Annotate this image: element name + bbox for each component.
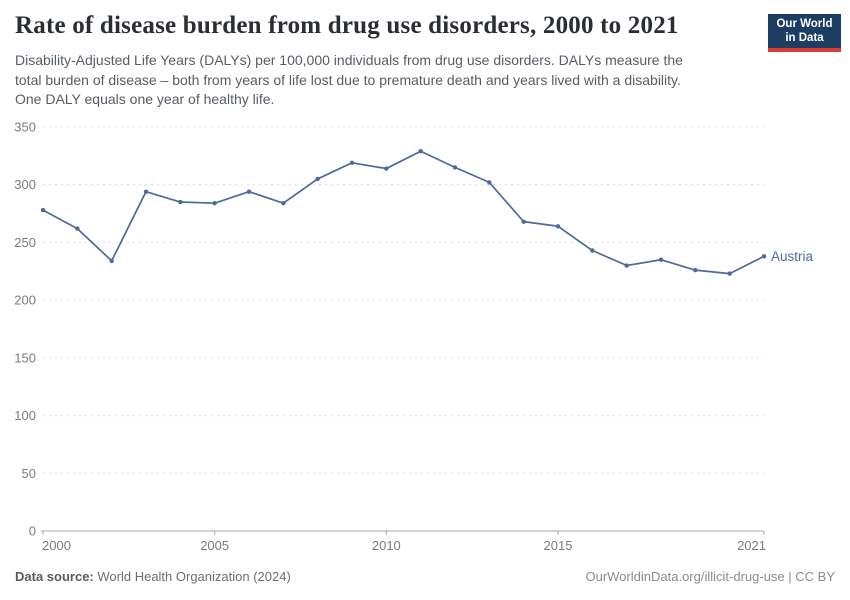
data-point-marker[interactable] bbox=[521, 219, 526, 224]
owid-logo-line1: Our World bbox=[776, 18, 833, 30]
owid-logo-line2: in Data bbox=[785, 31, 824, 44]
x-tick-label: 2021 bbox=[737, 538, 766, 553]
owid-logo[interactable]: Our World in Data bbox=[768, 14, 841, 52]
x-tick-label: 2000 bbox=[42, 538, 71, 553]
chart-title: Rate of disease burden from drug use dis… bbox=[15, 12, 679, 39]
data-point-marker[interactable] bbox=[40, 207, 46, 213]
data-source-value: World Health Organization (2024) bbox=[97, 569, 291, 584]
data-point-marker[interactable] bbox=[384, 166, 389, 171]
data-source-label: Data source: bbox=[15, 569, 94, 584]
data-point-marker[interactable] bbox=[315, 176, 320, 182]
data-point-marker[interactable] bbox=[418, 149, 423, 154]
data-point-marker[interactable] bbox=[693, 267, 698, 273]
data-point-marker[interactable] bbox=[75, 226, 80, 231]
y-tick-label: 350 bbox=[14, 120, 36, 135]
data-point-marker[interactable] bbox=[487, 180, 492, 185]
x-tick-label: 2005 bbox=[200, 538, 229, 553]
data-point-marker[interactable] bbox=[143, 189, 149, 194]
x-tick-label: 2015 bbox=[544, 538, 573, 553]
subtitle-line-1: Disability-Adjusted Life Years (DALYs) p… bbox=[15, 52, 683, 68]
data-point-marker[interactable] bbox=[727, 271, 732, 276]
data-point-marker[interactable] bbox=[624, 263, 629, 268]
y-tick-label: 300 bbox=[14, 177, 36, 192]
data-point-marker[interactable] bbox=[590, 248, 595, 253]
x-tick-label: 2010 bbox=[372, 538, 401, 553]
data-point-marker[interactable] bbox=[555, 224, 561, 229]
subtitle-line-2: total burden of disease – both from year… bbox=[15, 71, 681, 88]
credit-link[interactable]: OurWorldinData.org/illicit-drug-use | CC… bbox=[585, 569, 836, 584]
y-tick-label: 100 bbox=[14, 408, 36, 423]
y-tick-label: 0 bbox=[29, 524, 36, 539]
data-point-marker[interactable] bbox=[246, 189, 252, 194]
data-point-marker[interactable] bbox=[212, 200, 217, 206]
y-tick-label: 50 bbox=[22, 466, 36, 481]
y-tick-label: 250 bbox=[14, 235, 36, 250]
data-point-marker[interactable] bbox=[281, 200, 286, 206]
y-tick-label: 200 bbox=[14, 293, 36, 308]
data-point-marker[interactable] bbox=[452, 165, 458, 170]
data-point-marker[interactable] bbox=[658, 257, 664, 262]
y-tick-label: 150 bbox=[14, 350, 36, 365]
data-point-marker[interactable] bbox=[109, 258, 114, 264]
data-point-marker[interactable] bbox=[178, 199, 183, 205]
data-source-note: Data source: World Health Organization (… bbox=[15, 569, 291, 584]
series-end-label[interactable]: Austria bbox=[771, 249, 814, 264]
subtitle-line-3: One DALY equals one year of healthy life… bbox=[15, 91, 275, 107]
series-line-austria[interactable] bbox=[42, 150, 765, 275]
chart-subtitle: Disability-Adjusted Life Years (DALYs) p… bbox=[15, 51, 775, 110]
data-point-marker[interactable] bbox=[761, 254, 767, 259]
data-point-marker[interactable] bbox=[349, 160, 355, 165]
